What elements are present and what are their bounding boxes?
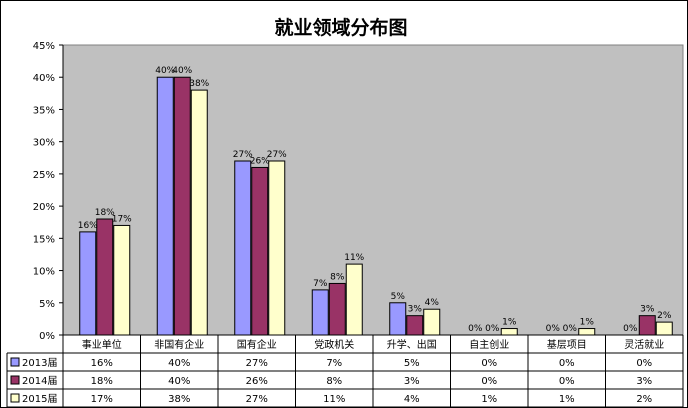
- table-cell-1-1: 40%: [168, 376, 190, 387]
- bar-1-7: [638, 315, 656, 336]
- data-label-0-2: 27%: [233, 150, 253, 160]
- legend-swatch-2: [10, 393, 20, 403]
- category-label-5: 自主创业: [469, 338, 509, 351]
- data-label-0-1: 40%: [155, 66, 175, 76]
- category-label-1: 非国有企业: [154, 338, 204, 351]
- table-cell-1-5: 0%: [481, 376, 497, 387]
- y-tick-label: 5%: [39, 299, 55, 310]
- table-cell-2-4: 4%: [404, 394, 420, 405]
- plot-area: [62, 44, 684, 336]
- table-cell-1-6: 0%: [559, 376, 575, 387]
- bar-1-2: [251, 166, 269, 336]
- bar-0-2: [234, 160, 252, 336]
- legend-label-0: 2013届: [22, 357, 57, 369]
- data-label-0-5: 0%: [468, 324, 483, 334]
- data-label-0-3: 7%: [313, 279, 328, 289]
- bar-2-7: [655, 321, 673, 336]
- data-label-0-6: 0%: [546, 324, 561, 334]
- bar-1-1: [173, 76, 191, 336]
- data-label-0-0: 16%: [78, 221, 98, 231]
- category-label-3: 党政机关: [314, 338, 354, 351]
- data-label-1-3: 8%: [330, 272, 345, 282]
- data-label-2-6: 1%: [580, 318, 595, 328]
- data-label-1-6: 0%: [563, 324, 578, 334]
- table-cell-0-2: 27%: [246, 358, 268, 369]
- data-label-0-4: 5%: [391, 292, 406, 302]
- category-label-2: 国有企业: [237, 338, 277, 351]
- bar-2-0: [113, 224, 131, 336]
- y-tick-label: 10%: [33, 267, 55, 278]
- legend-label-2: 2015届: [22, 393, 57, 405]
- table-cell-2-2: 27%: [246, 394, 268, 405]
- table-cell-2-7: 2%: [636, 394, 652, 405]
- chart-title: 就业领域分布图: [274, 16, 407, 39]
- table-cell-2-6: 1%: [559, 394, 575, 405]
- data-label-1-4: 3%: [408, 305, 423, 315]
- data-label-1-0: 18%: [95, 208, 115, 218]
- table-cell-1-2: 26%: [246, 376, 268, 387]
- legend-swatch-0: [10, 357, 20, 367]
- table-cell-0-7: 0%: [636, 358, 652, 369]
- table-cell-0-1: 40%: [168, 358, 190, 369]
- table-cell-1-4: 3%: [404, 376, 420, 387]
- table-cell-0-4: 5%: [404, 358, 420, 369]
- table-cell-2-1: 38%: [168, 394, 190, 405]
- bar-0-3: [311, 289, 329, 336]
- table-cell-2-5: 1%: [481, 394, 497, 405]
- legend-label-1: 2014届: [22, 375, 57, 387]
- y-tick-label: 45%: [33, 41, 55, 52]
- table-cell-1-7: 3%: [636, 376, 652, 387]
- bar-1-0: [96, 218, 114, 336]
- bar-2-4: [423, 308, 441, 336]
- data-label-2-5: 1%: [502, 318, 517, 328]
- data-label-2-7: 2%: [657, 311, 672, 321]
- bar-2-2: [268, 160, 286, 336]
- y-tick-label: 20%: [33, 202, 55, 213]
- table-cell-1-3: 8%: [326, 376, 342, 387]
- data-label-1-1: 40%: [172, 66, 192, 76]
- data-label-1-2: 26%: [250, 156, 270, 166]
- table-cell-2-3: 11%: [323, 394, 345, 405]
- bar-0-1: [156, 76, 174, 336]
- bar-2-5: [500, 328, 518, 336]
- y-tick-label: 30%: [33, 138, 55, 149]
- data-label-1-7: 3%: [640, 305, 655, 315]
- table-cell-0-6: 0%: [559, 358, 575, 369]
- y-tick-label: 35%: [33, 105, 55, 116]
- legend-swatch-1: [10, 375, 20, 385]
- y-tick-label: 40%: [33, 73, 55, 84]
- bar-2-3: [345, 263, 363, 336]
- table-cell-0-0: 16%: [91, 358, 113, 369]
- category-label-6: 基层项目: [547, 338, 587, 351]
- data-label-2-3: 11%: [344, 253, 364, 263]
- bar-2-6: [578, 328, 596, 336]
- table-cell-0-5: 0%: [481, 358, 497, 369]
- bar-1-3: [328, 282, 346, 336]
- data-label-2-2: 27%: [267, 150, 287, 160]
- data-label-2-0: 17%: [112, 214, 132, 224]
- bar-1-4: [406, 315, 424, 336]
- y-tick-label: 15%: [33, 234, 55, 245]
- table-cell-2-0: 17%: [91, 394, 113, 405]
- category-label-4: 升学、出国: [387, 338, 437, 351]
- bar-0-0: [79, 231, 97, 336]
- y-tick-label: 25%: [33, 170, 55, 181]
- table-cell-1-0: 18%: [91, 376, 113, 387]
- data-label-1-5: 0%: [485, 324, 500, 334]
- data-label-2-1: 38%: [189, 79, 209, 89]
- category-label-7: 灵活就业: [624, 338, 664, 351]
- bar-2-1: [190, 89, 208, 336]
- data-label-0-7: 0%: [623, 324, 638, 334]
- data-label-2-4: 4%: [425, 298, 440, 308]
- y-tick-label: 0%: [39, 331, 55, 342]
- bar-0-4: [389, 302, 407, 336]
- category-label-0: 事业单位: [82, 338, 122, 351]
- table-cell-0-3: 7%: [326, 358, 342, 369]
